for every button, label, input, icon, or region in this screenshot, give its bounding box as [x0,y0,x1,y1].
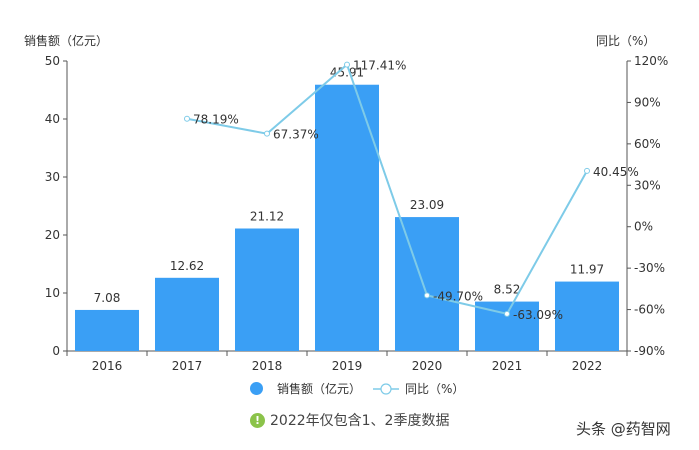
bar-value-label: 45.91 [330,66,364,80]
line-legend-label[interactable]: 同比（%） [405,382,465,396]
watermark: 头条 @药智网 [576,420,671,438]
right-tick-label: 0% [634,220,653,234]
x-tick-label: 2020 [412,359,443,373]
bar-2020[interactable] [395,217,459,351]
yoy-point[interactable] [504,310,510,317]
yoy-value-label: 78.19% [193,113,239,127]
left-axis-title: 销售额（亿元） [24,34,109,48]
yoy-point[interactable] [424,292,430,299]
bar-value-label: 8.52 [494,283,521,297]
right-tick-label: -90% [634,344,665,358]
yoy-point[interactable] [184,115,190,122]
right-tick-label: 60% [634,137,661,151]
right-axis-title: 同比（%） [596,34,656,48]
right-tick-label: -30% [634,261,665,275]
left-tick-label: 30 [45,170,60,184]
yoy-value-label: 67.37% [273,128,319,142]
bar-2018[interactable] [235,228,299,351]
x-tick-label: 2017 [172,359,203,373]
right-tick-label: 30% [634,178,661,192]
legend: 销售额（亿元） 同比（%） [250,380,464,397]
yoy-value-label: -63.09% [513,308,563,322]
footnote: ! 2022年仅包含1、2季度数据 [250,410,449,430]
exclamation-icon: ! [250,412,265,428]
left-tick-label: 0 [52,344,60,358]
line-legend-icon[interactable] [373,382,400,395]
x-tick-label: 2019 [332,359,363,373]
yoy-line [186,62,588,315]
bar-value-label: 7.08 [94,291,121,305]
right-tick-label: 90% [634,95,661,109]
x-tick-label: 2018 [252,359,283,373]
bar-2017[interactable] [155,277,219,351]
x-tick-label: 2022 [572,359,603,373]
bar-value-label: 12.62 [170,259,204,273]
footnote-text: 2022年仅包含1、2季度数据 [270,413,450,429]
yoy-point[interactable] [264,130,270,137]
bar-2022[interactable] [555,281,619,351]
combo-chart: 0 10 20 30 40 50 -90% -60% -30% 0% 30% 60% 90% 120% 20… [45,54,669,373]
right-tick-label: -60% [634,303,665,317]
yoy-value-label: 117.41% [353,59,406,73]
bar-2016[interactable] [75,309,139,351]
bar-legend-label[interactable]: 销售额（亿元） [277,382,362,396]
yoy-value-label: 40.45% [593,165,639,179]
bar-value-label: 23.09 [410,198,444,212]
x-tick-label: 2016 [92,359,123,373]
yoy-value-label: -49.70% [433,289,483,303]
yoy-point[interactable] [584,167,590,174]
left-tick-label: 50 [45,54,60,68]
x-tick-label: 2021 [492,359,523,373]
bar-legend-icon[interactable] [250,382,263,395]
left-tick-label: 20 [45,228,60,242]
left-tick-label: 40 [45,112,60,126]
bar-value-label: 11.97 [570,263,604,277]
left-tick-label: 10 [45,286,60,300]
yoy-point[interactable] [344,61,350,68]
bar-2019[interactable] [315,84,379,352]
right-tick-label: 120% [634,54,668,68]
bar-value-label: 21.12 [250,210,284,224]
